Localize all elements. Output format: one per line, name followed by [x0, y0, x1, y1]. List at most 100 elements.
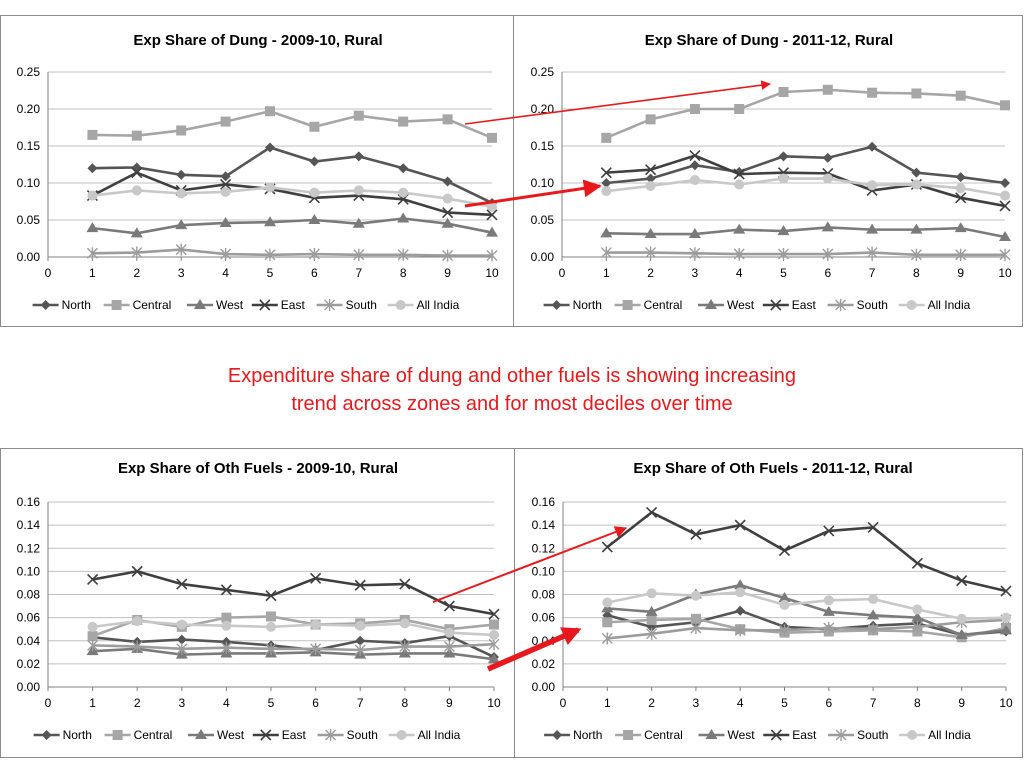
chart-3-xtick-label: 0	[560, 696, 567, 710]
chart-1-ytick-label: 0.05	[531, 213, 555, 227]
chart-0-xtick-label: 2	[133, 266, 140, 280]
chart-3-point-central	[690, 613, 701, 624]
chart-1-series-line-west	[606, 226, 1006, 239]
chart-2-point-south	[488, 638, 500, 651]
chart-2-point-east	[131, 565, 143, 577]
chart-3-point-west	[778, 591, 791, 602]
chart-0-ytick-label: 0.10	[17, 176, 41, 190]
chart-2-series-line-east	[92, 570, 495, 616]
chart-1-point-south	[733, 248, 745, 261]
chart-0-legend-label: South	[346, 298, 377, 312]
chart-0-xtick-label: 9	[444, 266, 451, 280]
chart-3-point-all-india	[823, 595, 834, 606]
chart-2-ytick-label: 0.08	[17, 588, 41, 602]
chart-0-point-central	[265, 106, 275, 117]
chart-0-point-west	[130, 227, 143, 238]
chart-2-legend-label: All India	[418, 728, 461, 742]
chart-3-xtick-label: 4	[737, 696, 744, 710]
chart-1-point-west	[821, 221, 834, 232]
chart-2-ytick-label: 0.10	[17, 564, 41, 578]
chart-0-markers-central	[87, 106, 497, 143]
chart-3-legend-marker	[705, 729, 718, 739]
chart-1-point-east	[645, 164, 657, 176]
chart-2-legend-label: North	[63, 728, 92, 742]
chart-0-xtick-label: 7	[355, 266, 362, 280]
chart-2-point-all-india	[221, 620, 232, 631]
chart-2-legend-label: West	[217, 728, 245, 742]
chart-3-point-all-india	[690, 590, 701, 601]
chart-3-legend-label: West	[728, 728, 756, 742]
chart-1-xtick-label: 1	[603, 266, 610, 280]
chart-3-point-east	[823, 525, 835, 537]
chart-panel-dung-2009-10: Exp Share of Dung - 2009-10, Rural 0.00 0.…	[0, 15, 514, 327]
chart-1-xtick-label: 3	[692, 266, 699, 280]
chart-3-point-east	[956, 575, 968, 587]
chart-1-xtick-label: 6	[824, 266, 831, 280]
chart-0-point-all-india	[265, 182, 275, 193]
chart-2-markers-east	[87, 565, 500, 620]
chart-2-xtick-label: 1	[89, 696, 96, 710]
chart-3-point-east	[867, 521, 879, 534]
chart-3-point-all-india	[779, 599, 790, 610]
chart-3-point-west	[911, 611, 924, 622]
chart-0-point-south	[175, 243, 187, 256]
chart-1-point-all-india	[911, 179, 922, 190]
chart-0-series-line-west	[92, 217, 493, 235]
chart-3-point-east	[601, 541, 613, 553]
chart-0-legend-label: East	[281, 298, 306, 312]
chart-1-legend-label: South	[857, 298, 888, 312]
chart-1-title: Exp Share of Dung - 2011-12, Rural	[645, 32, 893, 49]
chart-2-markers-south	[87, 638, 500, 656]
chart-2-point-all-india	[489, 629, 499, 640]
chart-0-point-west	[397, 212, 410, 223]
chart-0-xtick-label: 1	[89, 266, 96, 280]
chart-1-xtick-label: 9	[957, 266, 964, 280]
chart-1-point-central	[645, 114, 656, 125]
chart-2-point-central	[87, 631, 98, 642]
chart-2-point-south	[131, 640, 143, 653]
chart-0-point-all-india	[353, 185, 364, 196]
chart-0-point-east	[442, 207, 454, 219]
chart-3-point-south	[601, 632, 613, 645]
chart-0-point-all-india	[131, 185, 142, 196]
chart-3-ytick-label: 0.00	[532, 680, 556, 694]
chart-3-xtick-label: 8	[914, 696, 921, 710]
arrow-dung-central	[464, 80, 771, 125]
chart-1-legend-east: East	[762, 298, 816, 312]
chart-3-point-all-india	[868, 594, 879, 605]
chart-1-point-west	[777, 225, 790, 236]
chart-0-title: Exp Share of Dung - 2009-10, Rural	[133, 32, 382, 49]
chart-0-legend-label: West	[216, 298, 244, 312]
chart-2-point-south	[310, 642, 322, 655]
chart-3-series-line-east	[606, 510, 1007, 593]
chart-3-point-central	[646, 614, 657, 625]
chart-1-legend-label: West	[727, 298, 755, 312]
chart-2-legend-marker	[325, 729, 337, 741]
chart-2-xtick-label: 6	[312, 696, 319, 710]
chart-1-point-all-india	[778, 173, 789, 184]
chart-2-point-all-india	[355, 620, 366, 631]
chart-1-point-south	[778, 248, 789, 261]
chart-1-point-west	[999, 231, 1011, 242]
chart-1-markers-south	[600, 246, 1011, 261]
chart-3-legend-east: East	[763, 728, 817, 742]
chart-1-point-central	[911, 88, 922, 99]
chart-3-markers-south	[601, 613, 1012, 645]
chart-3-point-west	[734, 579, 747, 590]
chart-3-point-central	[602, 617, 613, 628]
chart-1-point-all-india	[1000, 190, 1010, 201]
chart-2-point-all-india	[266, 621, 276, 632]
chart-1-point-all-india	[645, 180, 656, 191]
chart-2-point-central	[221, 612, 232, 623]
chart-3-point-all-india	[956, 613, 967, 624]
chart-0-legend-marker	[395, 300, 406, 310]
chart-2-xtick-label: 9	[446, 696, 453, 710]
chart-3-point-south	[867, 623, 879, 636]
chart-3-ytick-label: 0.08	[532, 588, 556, 602]
chart-0-ytick-label: 0.15	[17, 139, 41, 153]
chart-0-point-central	[87, 129, 98, 140]
chart-2-legend-marker	[396, 730, 407, 740]
chart-3-legend-label: South	[857, 728, 888, 742]
chart-2-point-east	[354, 579, 366, 591]
chart-2-legend-marker	[195, 729, 207, 739]
